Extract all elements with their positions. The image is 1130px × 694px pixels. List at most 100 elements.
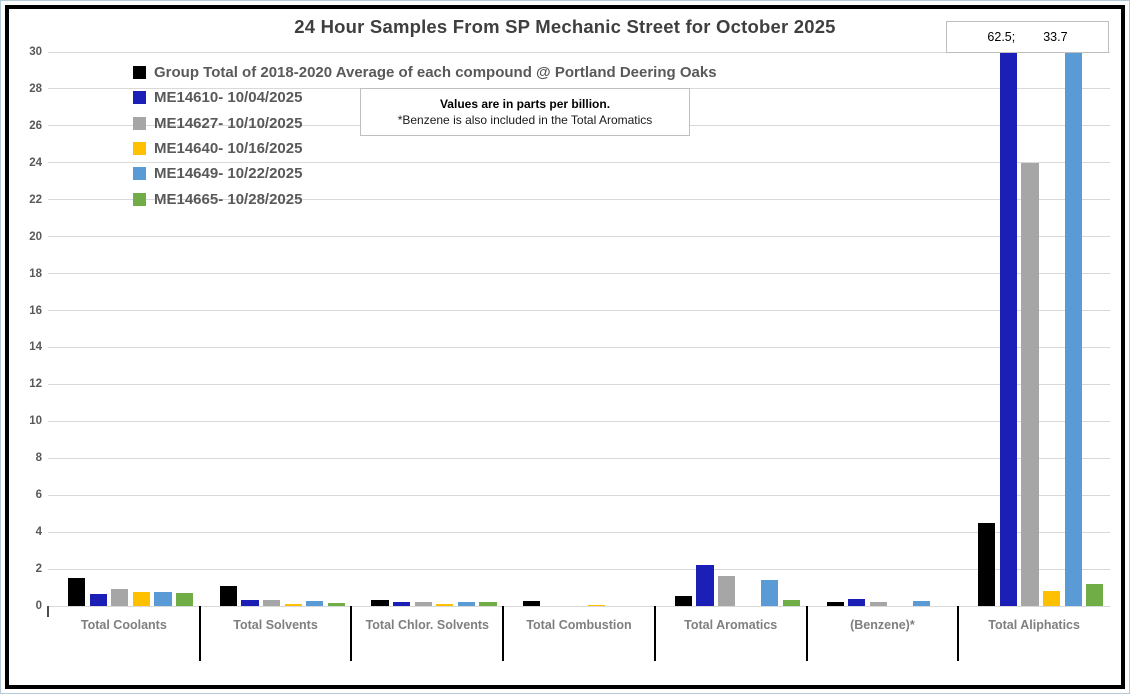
legend-item: ME14627- 10/10/2025 [133, 111, 717, 136]
bar [782, 600, 801, 606]
y-axis-tick-label: 22 [29, 193, 42, 206]
note-box: Values are in parts per billion. *Benzen… [360, 88, 690, 136]
bar [1086, 583, 1104, 606]
bar [912, 601, 931, 606]
bar [848, 598, 866, 606]
gridline [48, 162, 1110, 164]
bar [89, 593, 107, 606]
bar [696, 565, 714, 606]
category-separator [198, 606, 201, 661]
y-axis-tick-label: 4 [35, 526, 42, 539]
legend-label: ME14640- 10/16/2025 [154, 140, 303, 158]
legend-item: Group Total of 2018-2020 Average of each… [133, 60, 717, 85]
y-axis-tick-label: 8 [35, 452, 42, 465]
y-axis-tick-label: 0 [35, 600, 42, 612]
category-label: Total Combustion [526, 618, 632, 632]
gridline [48, 199, 1110, 201]
y-axis-tick-label: 26 [29, 119, 42, 132]
category-label: Total Aromatics [684, 618, 778, 632]
note-line-benzene: *Benzene is also included in the Total A… [397, 113, 653, 127]
overflow-value-me14610: 62.5; [987, 30, 1016, 44]
legend-item: ME14649- 10/22/2025 [133, 161, 717, 186]
legend-item: ME14640- 10/16/2025 [133, 136, 717, 161]
chart-title: 24 Hour Samples From SP Mechanic Street … [294, 16, 836, 37]
overflow-value-box: 62.5; 33.7 [946, 21, 1109, 53]
gridline [48, 605, 1110, 607]
gridline [48, 51, 1110, 53]
y-axis-tick-label: 20 [29, 230, 42, 243]
category-label: Total Aliphatics [988, 618, 1080, 632]
gridline [48, 568, 1110, 570]
gridline [48, 236, 1110, 238]
bar [718, 576, 736, 606]
category-separator [653, 606, 656, 661]
overflow-value-me14649: 33.7 [1043, 30, 1068, 44]
legend-item: ME14610- 10/04/2025 [133, 85, 717, 110]
bar [414, 602, 432, 606]
legend-swatch [133, 192, 146, 206]
bar [176, 593, 194, 606]
category-label: Total Chlor. Solvents [365, 618, 489, 632]
bar [999, 52, 1018, 606]
gridline [48, 346, 1110, 348]
bar [262, 600, 281, 606]
category-separator [957, 606, 960, 661]
legend-swatch [133, 116, 146, 130]
y-axis-tick-label: 6 [35, 489, 42, 502]
category-separator [805, 606, 808, 661]
y-axis-tick-label: 12 [29, 378, 42, 391]
category-separator [350, 606, 353, 661]
category-label: Total Solvents [233, 618, 318, 632]
y-axis-tick-label: 18 [29, 267, 42, 280]
bar [869, 602, 887, 606]
legend-swatch [133, 91, 146, 105]
gridline [48, 494, 1110, 496]
legend-swatch [133, 66, 146, 80]
legend-label: ME14610- 10/04/2025 [154, 89, 303, 107]
bar [1043, 591, 1061, 606]
gridline [48, 273, 1110, 275]
bar [523, 601, 541, 606]
bar [826, 602, 844, 606]
y-axis-tick-label: 24 [29, 156, 42, 169]
legend-item: ME14665- 10/28/2025 [133, 186, 717, 211]
bar [132, 592, 150, 606]
category-label: (Benzene)* [850, 618, 915, 632]
legend-swatch [133, 142, 146, 156]
gridline [48, 531, 1110, 533]
bar [479, 602, 497, 606]
bar [371, 599, 389, 606]
bar [154, 592, 172, 606]
legend-swatch [133, 167, 146, 181]
y-axis-tick-label: 14 [29, 341, 42, 354]
y-axis-tick-label: 16 [29, 304, 42, 317]
bar [436, 604, 454, 606]
bar [306, 601, 324, 606]
bar [978, 522, 996, 606]
bar [111, 589, 129, 606]
bar [457, 602, 476, 606]
x-axis-tick [47, 606, 49, 617]
y-axis-tick-label: 28 [29, 82, 42, 95]
note-line-units: Values are in parts per billion. [439, 97, 611, 111]
bar [241, 600, 259, 606]
bar [393, 602, 411, 606]
legend-label: ME14627- 10/10/2025 [154, 114, 303, 132]
bar [674, 595, 693, 606]
bar [219, 585, 237, 606]
legend-label: ME14649- 10/22/2025 [154, 165, 303, 183]
bar [284, 603, 302, 606]
category-separator [502, 606, 505, 661]
y-axis-tick-label: 10 [29, 415, 42, 428]
bar [327, 603, 345, 606]
bar [1021, 162, 1039, 606]
gridline [48, 457, 1110, 459]
bar [587, 604, 606, 606]
y-axis-tick-label: 30 [29, 46, 42, 58]
y-axis-tick-label: 2 [35, 563, 42, 576]
bar [761, 580, 779, 606]
gridline [48, 383, 1110, 385]
legend-label: Group Total of 2018-2020 Average of each… [154, 64, 717, 82]
gridline [48, 310, 1110, 312]
